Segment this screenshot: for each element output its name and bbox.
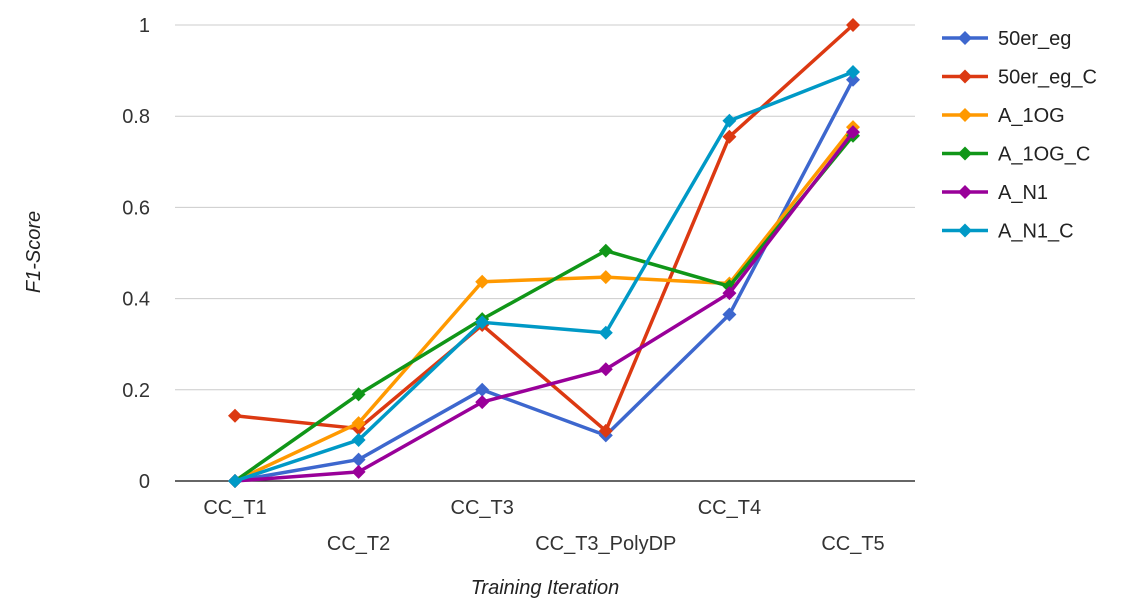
data-point-marker (846, 72, 860, 87)
x-tick-label: CC_T1 (203, 497, 266, 519)
y-axis-title: F1-Score (23, 211, 45, 293)
series-A_1OG_C (228, 128, 860, 488)
series-line (234, 70, 854, 483)
legend-label: 50er_eg (998, 28, 1071, 50)
legend-marker (958, 185, 972, 199)
series-A_N1_C (228, 64, 860, 488)
data-point-marker (722, 129, 737, 144)
legend-item: A_1OG (942, 105, 1065, 127)
legend-item: A_N1_C (942, 221, 1074, 243)
series-50er_eg_C (228, 18, 860, 438)
legend-label: A_1OG_C (998, 144, 1090, 166)
data-point-marker (475, 382, 490, 397)
series-A_N1 (228, 125, 860, 488)
legend-label: A_N1 (998, 182, 1048, 204)
data-point-marker (722, 307, 737, 322)
data-point-marker (722, 286, 737, 301)
series-line (234, 131, 855, 483)
y-tick-label: 0 (139, 471, 150, 493)
legend-marker (958, 146, 972, 161)
series-A_1OG (228, 120, 860, 488)
x-axis-title: Training Iteration (471, 577, 620, 599)
legend-label: 50er_eg_C (998, 67, 1097, 89)
x-axis-ticks: CC_T1 CC_T2 CC_T3 CC_T3_PolyDP CC_T4 CC_T5 (203, 497, 884, 555)
x-tick-label: CC_T3 (451, 497, 514, 519)
x-tick-label: CC_T5 (821, 533, 884, 555)
data-point-marker (598, 325, 613, 340)
data-point-marker (351, 416, 366, 431)
data-point-marker (846, 64, 860, 79)
data-point-marker (598, 270, 613, 285)
legend-item: A_N1 (942, 182, 1048, 204)
legend-label: A_1OG (998, 105, 1065, 127)
data-point-marker (598, 243, 613, 258)
data-point-marker (475, 395, 490, 410)
series-line (233, 134, 855, 483)
legend-label: A_N1_C (998, 221, 1074, 243)
data-point-marker (475, 315, 490, 330)
data-point-marker (475, 274, 490, 289)
data-point-marker (351, 464, 366, 479)
data-point-marker (598, 423, 613, 438)
data-point-marker (351, 432, 366, 447)
series-line (234, 23, 855, 433)
series-line (234, 126, 855, 483)
series-line (234, 78, 855, 483)
legend-marker (958, 69, 972, 84)
legend: 50er_eg 50er_eg_C A_1OG A_1OG_C A_N1 A_N1_C (942, 28, 1097, 243)
x-tick-label: CC_T2 (327, 533, 390, 555)
legend-item: A_1OG_C (942, 144, 1090, 166)
y-tick-label: 0.6 (122, 197, 150, 219)
legend-item: 50er_eg (942, 28, 1071, 50)
data-point-marker (846, 125, 860, 140)
legend-item: 50er_eg_C (942, 67, 1097, 89)
y-tick-label: 0.4 (122, 289, 150, 311)
y-tick-label: 0.8 (122, 106, 150, 128)
legend-marker (958, 223, 972, 238)
y-tick-label: 1 (139, 15, 150, 37)
y-axis-ticks: 0 0.2 0.4 0.6 0.8 1 (122, 15, 150, 493)
data-point-marker (228, 408, 242, 423)
x-tick-label: CC_T4 (698, 497, 761, 519)
data-point-marker (846, 18, 860, 32)
y-tick-label: 0.2 (122, 380, 150, 402)
legend-marker (958, 108, 972, 122)
data-point-marker (722, 113, 737, 128)
legend-marker (958, 31, 972, 45)
data-point-marker (228, 474, 242, 488)
data-point-marker (351, 452, 366, 467)
data-point-marker (598, 362, 613, 377)
data-point-marker (351, 387, 366, 402)
grid-lines (175, 24, 915, 482)
x-tick-label: CC_T3_PolyDP (535, 533, 676, 555)
series-lines (228, 18, 860, 488)
